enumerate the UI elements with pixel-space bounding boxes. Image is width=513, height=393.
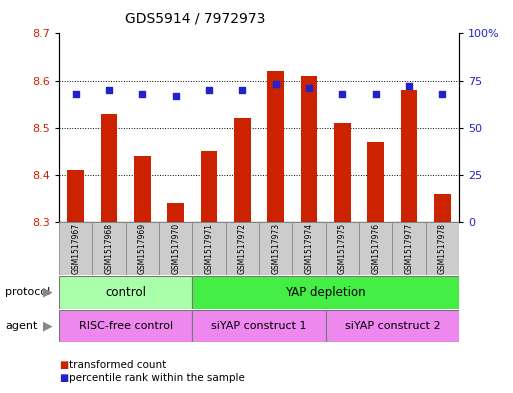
Point [438,91,446,97]
Bar [167,203,184,222]
Text: GSM1517973: GSM1517973 [271,223,280,274]
Bar [226,222,259,275]
Bar [234,118,251,222]
Bar [192,222,226,275]
Bar [59,276,192,309]
Text: siYAP construct 1: siYAP construct 1 [211,321,307,331]
Bar [159,222,192,275]
Text: GSM1517975: GSM1517975 [338,223,347,274]
Text: GSM1517977: GSM1517977 [405,223,413,274]
Point [205,87,213,93]
Bar [92,222,126,275]
Text: ■: ■ [59,373,68,383]
Point [105,87,113,93]
Text: percentile rank within the sample: percentile rank within the sample [69,373,245,383]
Text: GSM1517974: GSM1517974 [305,223,313,274]
Text: GSM1517976: GSM1517976 [371,223,380,274]
Point [71,91,80,97]
Point [305,85,313,91]
Bar [267,71,284,222]
Text: ■: ■ [59,360,68,370]
Bar [301,76,318,222]
Bar [392,222,426,275]
Bar [126,222,159,275]
Text: GSM1517969: GSM1517969 [138,223,147,274]
Bar [326,310,459,342]
Text: GSM1517978: GSM1517978 [438,223,447,274]
Text: RISC-free control: RISC-free control [78,321,173,331]
Bar [259,222,292,275]
Text: GSM1517970: GSM1517970 [171,223,180,274]
Text: ▶: ▶ [44,286,53,299]
Point [371,91,380,97]
Bar [326,222,359,275]
Bar [201,151,218,222]
Text: GDS5914 / 7972973: GDS5914 / 7972973 [125,12,265,26]
Bar [426,222,459,275]
Point [405,83,413,89]
Text: transformed count: transformed count [69,360,167,370]
Bar [67,170,84,222]
Text: agent: agent [5,321,37,331]
Bar [359,222,392,275]
Text: GSM1517971: GSM1517971 [205,223,213,274]
Point [238,87,246,93]
Bar [434,194,451,222]
Bar [401,90,418,222]
Point [171,92,180,99]
Bar [292,222,326,275]
Bar [134,156,151,222]
Text: ▶: ▶ [44,319,53,332]
Bar [59,310,192,342]
Text: GSM1517972: GSM1517972 [238,223,247,274]
Text: YAP depletion: YAP depletion [285,286,366,299]
Point [138,91,147,97]
Bar [101,114,117,222]
Bar [192,276,459,309]
Point [271,81,280,88]
Point [338,91,346,97]
Bar [192,310,326,342]
Bar [334,123,351,222]
Bar [367,142,384,222]
Bar [59,222,92,275]
Text: GSM1517968: GSM1517968 [105,223,113,274]
Text: control: control [105,286,146,299]
Text: GSM1517967: GSM1517967 [71,223,80,274]
Text: siYAP construct 2: siYAP construct 2 [345,321,440,331]
Text: protocol: protocol [5,287,50,298]
